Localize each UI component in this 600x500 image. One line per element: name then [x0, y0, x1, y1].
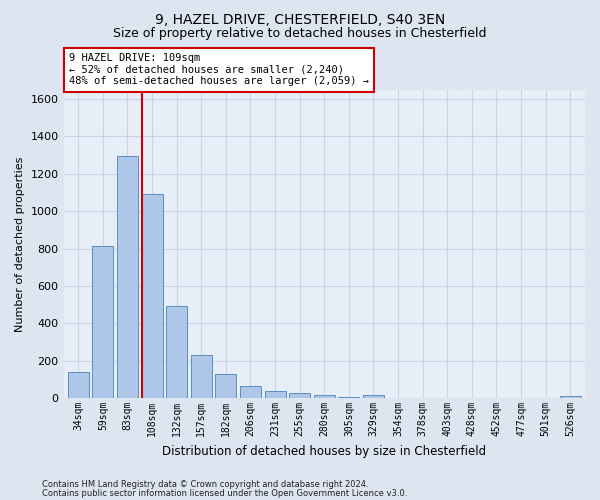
- Bar: [289, 394, 310, 398]
- Bar: [363, 396, 384, 398]
- Bar: [191, 355, 212, 398]
- Bar: [215, 374, 236, 398]
- Text: 9 HAZEL DRIVE: 109sqm
← 52% of detached houses are smaller (2,240)
48% of semi-d: 9 HAZEL DRIVE: 109sqm ← 52% of detached …: [69, 54, 369, 86]
- Text: Contains HM Land Registry data © Crown copyright and database right 2024.: Contains HM Land Registry data © Crown c…: [42, 480, 368, 489]
- Text: Contains public sector information licensed under the Open Government Licence v3: Contains public sector information licen…: [42, 488, 407, 498]
- Bar: [265, 391, 286, 398]
- Text: Size of property relative to detached houses in Chesterfield: Size of property relative to detached ho…: [113, 28, 487, 40]
- Bar: [92, 246, 113, 398]
- Bar: [338, 397, 359, 398]
- Bar: [117, 156, 138, 398]
- Bar: [142, 194, 163, 398]
- Text: 9, HAZEL DRIVE, CHESTERFIELD, S40 3EN: 9, HAZEL DRIVE, CHESTERFIELD, S40 3EN: [155, 12, 445, 26]
- Bar: [560, 396, 581, 398]
- Bar: [314, 396, 335, 398]
- X-axis label: Distribution of detached houses by size in Chesterfield: Distribution of detached houses by size …: [162, 444, 487, 458]
- Bar: [166, 306, 187, 398]
- Y-axis label: Number of detached properties: Number of detached properties: [15, 156, 25, 332]
- Bar: [240, 386, 261, 398]
- Bar: [68, 372, 89, 398]
